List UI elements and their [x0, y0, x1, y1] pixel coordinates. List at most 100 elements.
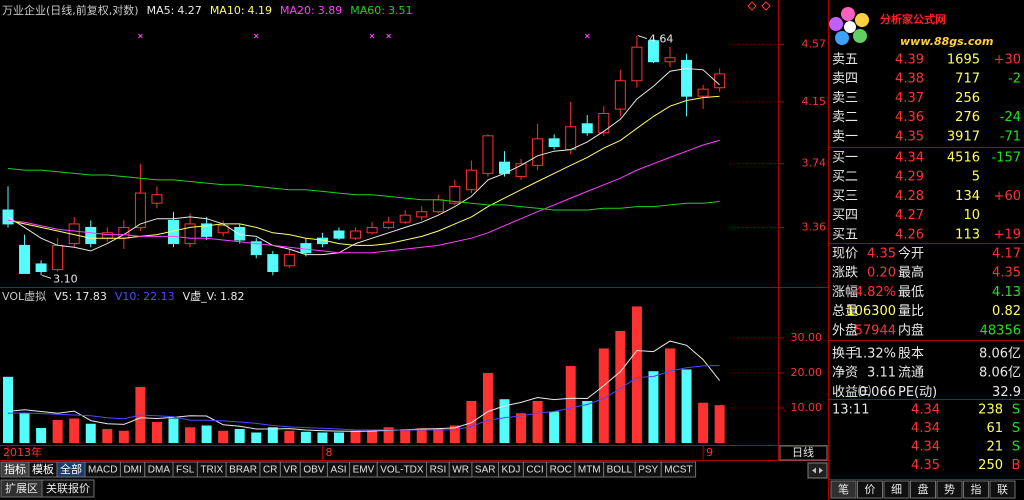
- legend-value: 4.27: [177, 4, 202, 17]
- indicator-tab[interactable]: 全部: [56, 461, 86, 478]
- indicator-tab[interactable]: DMI: [119, 461, 146, 478]
- indicator-tab[interactable]: EMV: [349, 461, 378, 478]
- book-volume: 717: [955, 72, 980, 87]
- tab-label[interactable]: WR: [452, 465, 469, 476]
- tab-label[interactable]: TRIX: [200, 465, 223, 476]
- indicator-tab[interactable]: CR: [259, 461, 281, 478]
- indicator-tab[interactable]: TRIX: [196, 461, 227, 478]
- indicator-tab[interactable]: MCST: [660, 461, 697, 478]
- tab-frame[interactable]: [883, 480, 910, 499]
- period-button[interactable]: 日线: [792, 445, 814, 459]
- side-tab[interactable]: 指: [963, 480, 989, 499]
- tab-label[interactable]: 势: [944, 483, 955, 496]
- tab-label[interactable]: DMA: [148, 465, 171, 476]
- tab-label[interactable]: 指标: [4, 462, 26, 476]
- side-tab[interactable]: 价: [857, 480, 883, 499]
- indicator-tab[interactable]: WR: [448, 461, 473, 478]
- tab-frame[interactable]: [660, 461, 697, 478]
- indicator-tab[interactable]: KDJ: [497, 461, 524, 478]
- book-price: 4.29: [895, 170, 924, 185]
- tab-label[interactable]: MACD: [88, 465, 117, 476]
- tab-label[interactable]: 模板: [32, 462, 54, 476]
- tab-frame[interactable]: [936, 480, 963, 499]
- volume-bar: [3, 376, 13, 443]
- indicator-tab[interactable]: DMA: [144, 461, 174, 478]
- tab-label[interactable]: CR: [263, 465, 277, 476]
- tab-label[interactable]: 盘: [918, 482, 929, 496]
- indicator-tab[interactable]: VOL-TDX: [376, 461, 428, 478]
- tab-label[interactable]: 指: [971, 482, 982, 496]
- candle-body: [565, 126, 577, 151]
- side-tab[interactable]: 细: [883, 480, 910, 499]
- tab-frame[interactable]: [857, 480, 883, 499]
- tab-label[interactable]: BRAR: [229, 465, 257, 476]
- indicator-tab[interactable]: OBV: [299, 461, 328, 478]
- book-change: +30: [994, 53, 1021, 68]
- tab-frame[interactable]: [963, 480, 989, 499]
- indicator-tab[interactable]: 指标: [0, 461, 30, 478]
- tab-label[interactable]: CCI: [526, 465, 543, 476]
- tab-frame[interactable]: [830, 480, 857, 499]
- tab-label[interactable]: PSY: [638, 465, 658, 476]
- book-volume: 10: [963, 208, 980, 223]
- indicator-tab[interactable]: RSI: [426, 461, 450, 478]
- tab-label[interactable]: VR: [283, 465, 297, 476]
- annotation-pointer: [41, 274, 52, 279]
- quote-value: 8.06亿: [979, 347, 1021, 362]
- tab-label[interactable]: 全部: [60, 462, 82, 476]
- candle-body: [283, 254, 295, 267]
- y-tick-label: 20.00: [791, 366, 823, 379]
- signal-marker: [253, 33, 259, 39]
- tab-label[interactable]: ROC: [550, 465, 572, 476]
- tab-label[interactable]: MTM: [578, 465, 601, 476]
- indicator-tab[interactable]: CCI: [522, 461, 548, 478]
- trade-side: S: [1012, 440, 1020, 455]
- bottom-tab[interactable]: 扩展区: [0, 479, 43, 498]
- indicator-tab[interactable]: PSY: [634, 461, 662, 478]
- tab-label[interactable]: FSL: [176, 465, 195, 476]
- quote-value: 4.17: [992, 247, 1021, 262]
- indicator-tab[interactable]: ASI: [326, 461, 351, 478]
- side-tab[interactable]: 势: [936, 480, 963, 499]
- tab-label[interactable]: KDJ: [501, 465, 520, 476]
- tab-label[interactable]: ASI: [330, 465, 346, 476]
- indicator-tab[interactable]: FSL: [172, 461, 198, 478]
- side-tab[interactable]: 盘: [910, 480, 936, 499]
- legend: VOL虚拟 V5: 17.83 V10: 22.13 V虚_V: 1.82: [2, 289, 244, 303]
- tab-label[interactable]: 价: [865, 483, 876, 496]
- tab-label[interactable]: VOL-TDX: [380, 465, 424, 476]
- tab-label[interactable]: 笔: [838, 482, 849, 496]
- tab-label[interactable]: OBV: [303, 465, 324, 476]
- side-tab[interactable]: 联: [989, 480, 1016, 499]
- bottom-tab[interactable]: 关联报价: [41, 479, 95, 498]
- quote-value: 4.82%: [855, 285, 896, 300]
- quote-label: 量比: [898, 304, 924, 319]
- tab-label[interactable]: MCST: [664, 465, 692, 476]
- indicator-tab[interactable]: MACD: [84, 461, 121, 478]
- indicator-tab[interactable]: BRAR: [225, 461, 261, 478]
- indicator-tab[interactable]: SAR: [471, 461, 499, 478]
- tab-label[interactable]: SAR: [475, 465, 496, 476]
- indicator-tab[interactable]: ROC: [546, 461, 576, 478]
- period-button-frame[interactable]: [779, 445, 828, 461]
- tab-frame[interactable]: [989, 480, 1016, 499]
- tab-label[interactable]: RSI: [430, 465, 447, 476]
- tab-label[interactable]: 关联报价: [46, 481, 90, 495]
- trade-time: 13:11: [832, 403, 869, 418]
- tab-label[interactable]: 扩展区: [5, 481, 38, 495]
- indicator-tab[interactable]: MTM: [574, 461, 605, 478]
- tab-label[interactable]: 细: [891, 483, 902, 496]
- indicator-tab[interactable]: VR: [279, 461, 301, 478]
- tab-label[interactable]: DMI: [123, 465, 141, 476]
- tab-label[interactable]: EMV: [353, 465, 375, 476]
- tab-frame[interactable]: [910, 480, 936, 499]
- candle-body: [399, 214, 411, 223]
- indicator-tab[interactable]: BOLL: [603, 461, 636, 478]
- side-tab[interactable]: 笔: [830, 480, 857, 499]
- scroll-buttons[interactable]: [807, 462, 828, 479]
- annotation-pointer: [637, 35, 648, 40]
- indicator-tab[interactable]: 模板: [28, 461, 58, 478]
- tab-frame[interactable]: [41, 479, 95, 498]
- tab-label[interactable]: BOLL: [607, 465, 633, 476]
- tab-label[interactable]: 联: [997, 483, 1008, 496]
